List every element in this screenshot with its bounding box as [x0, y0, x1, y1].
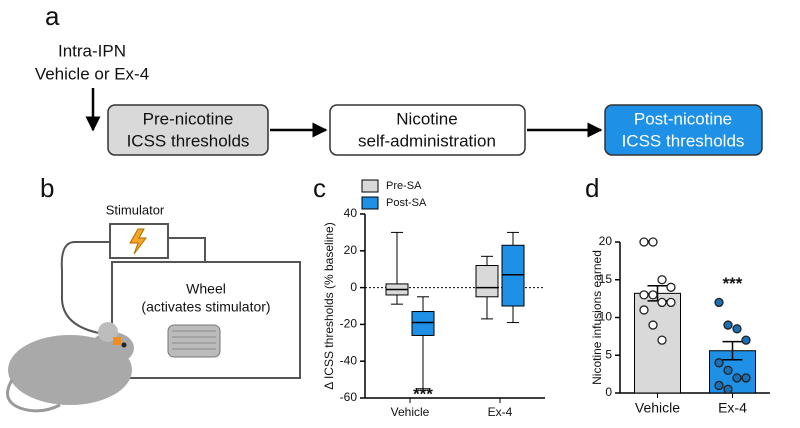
- lightning-icon: [129, 228, 147, 255]
- step-text: Nicotine: [396, 109, 457, 128]
- data-point: [657, 297, 667, 308]
- data-point: [648, 290, 658, 300]
- wheel-icon: [172, 330, 216, 350]
- panel-label: c: [313, 173, 326, 203]
- data-point: [741, 373, 751, 383]
- wheel-label: Wheel: [186, 281, 226, 297]
- legend-label: Pre-SA: [386, 180, 422, 192]
- data-point: [732, 324, 742, 334]
- data-point: [648, 237, 658, 247]
- step-text: self-administration: [358, 131, 496, 150]
- data-point: [714, 297, 724, 308]
- y-tick-label: 40: [344, 206, 358, 220]
- data-point: [639, 305, 649, 315]
- y-tick-label: 20: [599, 234, 613, 248]
- y-tick-label: -60: [340, 390, 358, 404]
- x-tick-label: Vehicle: [635, 400, 680, 416]
- y-axis-label: Δ ICSS thresholds (% baseline): [322, 222, 336, 389]
- y-tick-label: 10: [599, 310, 613, 324]
- step-text: ICSS thresholds: [622, 131, 745, 150]
- data-point: [648, 320, 658, 330]
- y-tick-label: 0: [605, 385, 612, 399]
- data-point: [657, 275, 667, 285]
- legend-label: Post-SA: [386, 197, 427, 209]
- data-point: [666, 282, 676, 292]
- legend-swatch: [361, 179, 379, 193]
- step-text: Post-nicotine: [634, 109, 732, 128]
- step-box: [329, 104, 526, 156]
- x-tick-label: Vehicle: [391, 405, 430, 419]
- step-text: ICSS thresholds: [127, 131, 250, 150]
- y-axis-label: Nicotine infusions earned: [590, 250, 604, 385]
- stimulator-label: Stimulator: [106, 202, 165, 217]
- data-point: [666, 297, 676, 308]
- x-tick-label: Ex-4: [718, 400, 747, 416]
- legend-swatch: [361, 196, 379, 210]
- box: [411, 311, 435, 336]
- wire: [168, 237, 206, 262]
- x-tick-label: Ex-4: [488, 405, 513, 419]
- significance: ***: [723, 274, 743, 293]
- mouse-icon: [6, 322, 134, 413]
- y-tick-label: -20: [340, 317, 358, 331]
- wheel-box: [111, 261, 301, 379]
- box: [475, 265, 499, 298]
- data-point: [723, 365, 733, 376]
- step-box: [604, 104, 763, 156]
- data-point: [732, 373, 742, 383]
- panel-label: b: [40, 173, 54, 203]
- data-point: [741, 335, 751, 345]
- y-tick-label: 15: [599, 272, 613, 286]
- data-point: [714, 358, 724, 368]
- data-point: [723, 320, 733, 330]
- y-tick-label: 5: [605, 347, 612, 361]
- data-point: [714, 380, 724, 391]
- treatment: Vehicle or Ex-4: [35, 64, 149, 83]
- y-tick-label: 0: [350, 280, 357, 294]
- wheel-label: (activates stimulator): [141, 299, 270, 315]
- step-text: Pre-nicotine: [143, 109, 234, 128]
- y-tick-label: 20: [344, 243, 358, 257]
- y-tick-label: -40: [340, 353, 358, 367]
- treatment: Intra-IPN: [58, 41, 126, 60]
- data-point: [639, 237, 649, 247]
- panel-b: b Stimulator Wheel (activates stimulator…: [6, 173, 301, 413]
- data-point: [639, 290, 649, 300]
- significance: ***: [413, 384, 433, 403]
- step-box: [107, 104, 269, 156]
- wheel-icon: [167, 324, 221, 358]
- wire: [60, 241, 113, 336]
- panel-a: a Intra-IPN Vehicle or Ex-4 Pre-nicotine…: [35, 1, 763, 156]
- panel-label: a: [45, 1, 60, 31]
- panel-label: d: [585, 173, 599, 203]
- box: [501, 244, 525, 307]
- data-point: [723, 384, 733, 394]
- data-point: [657, 335, 667, 345]
